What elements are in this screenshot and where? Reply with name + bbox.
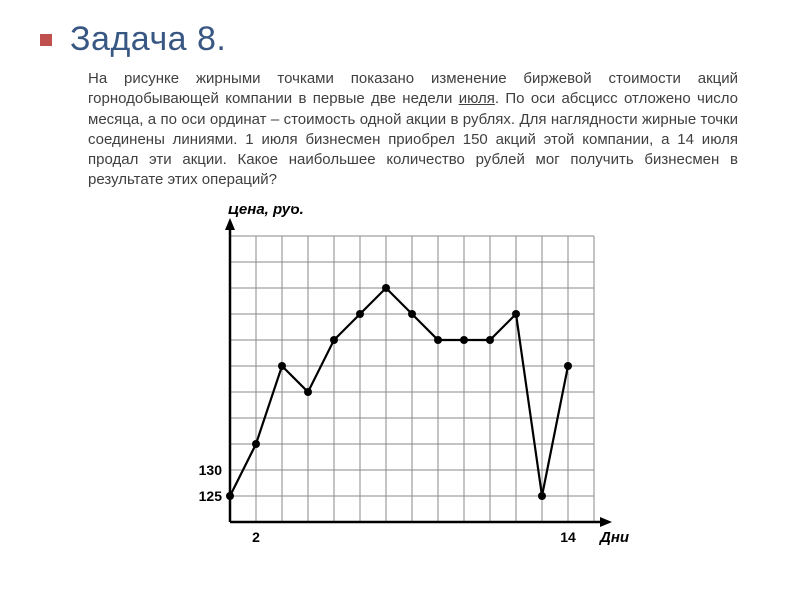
- svg-text:130: 130: [199, 462, 223, 478]
- price-chart: 125 130 2 14 Цена, руб. Дни: [160, 206, 760, 562]
- svg-text:14: 14: [560, 529, 576, 545]
- title-bullet: [40, 34, 52, 46]
- svg-text:Цена, руб.: Цена, руб.: [228, 206, 304, 218]
- svg-text:125: 125: [199, 488, 223, 504]
- problem-title: Задача 8.: [70, 20, 226, 59]
- svg-text:Дни: Дни: [598, 529, 629, 546]
- problem-text: На рисунке жирными точками показано изме…: [88, 69, 738, 191]
- svg-text:2: 2: [252, 529, 260, 545]
